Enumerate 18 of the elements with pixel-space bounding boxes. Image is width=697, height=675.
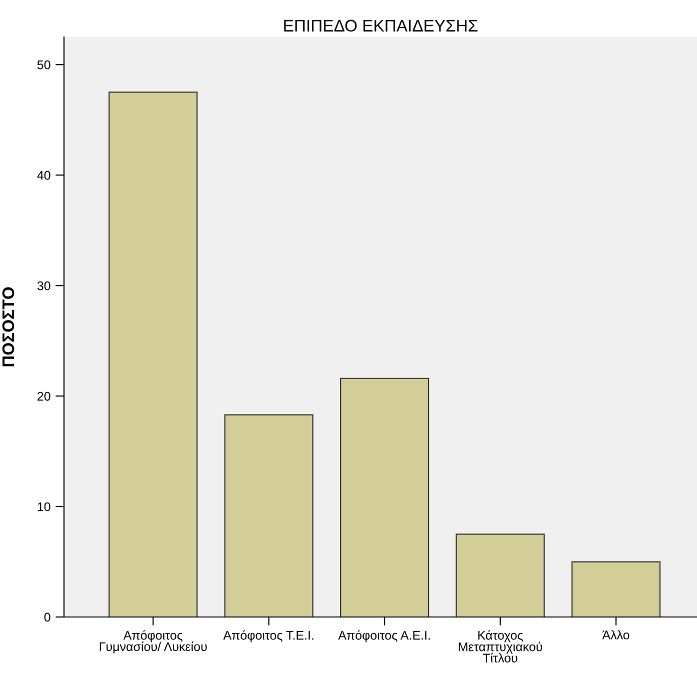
x-tick-label: Απόφοιτος Τ.Ε.Ι. <box>223 630 314 642</box>
x-tick-label: Άλλο <box>602 630 630 640</box>
bar <box>224 414 314 617</box>
bar <box>571 561 661 617</box>
y-tick-label: 10 <box>38 502 50 512</box>
x-tick-label: Απόφοιτος Α.Ε.Ι. <box>338 630 430 642</box>
y-tick-label: 50 <box>37 60 50 70</box>
bar <box>340 378 430 617</box>
y-axis-title: ΠΟΣΟΣΤΟ <box>2 287 14 366</box>
y-tick-label: 0 <box>44 612 50 622</box>
bar <box>108 92 198 617</box>
y-tick-label: 30 <box>37 281 50 290</box>
chart-title: ΕΠΙΠΕΔΟ ΕΚΠΑΙΔΕΥΣΗΣ <box>284 20 478 32</box>
bar <box>456 534 545 617</box>
x-tick-label: Απόφοιτος Γυμνασίου/ Λυκείου <box>100 630 207 654</box>
y-tick-label: 20 <box>38 392 50 401</box>
x-tick-label: Κάτοχος Μεταπτυχιακού Τίτλου <box>458 630 542 662</box>
y-tick-label: 40 <box>37 170 50 180</box>
